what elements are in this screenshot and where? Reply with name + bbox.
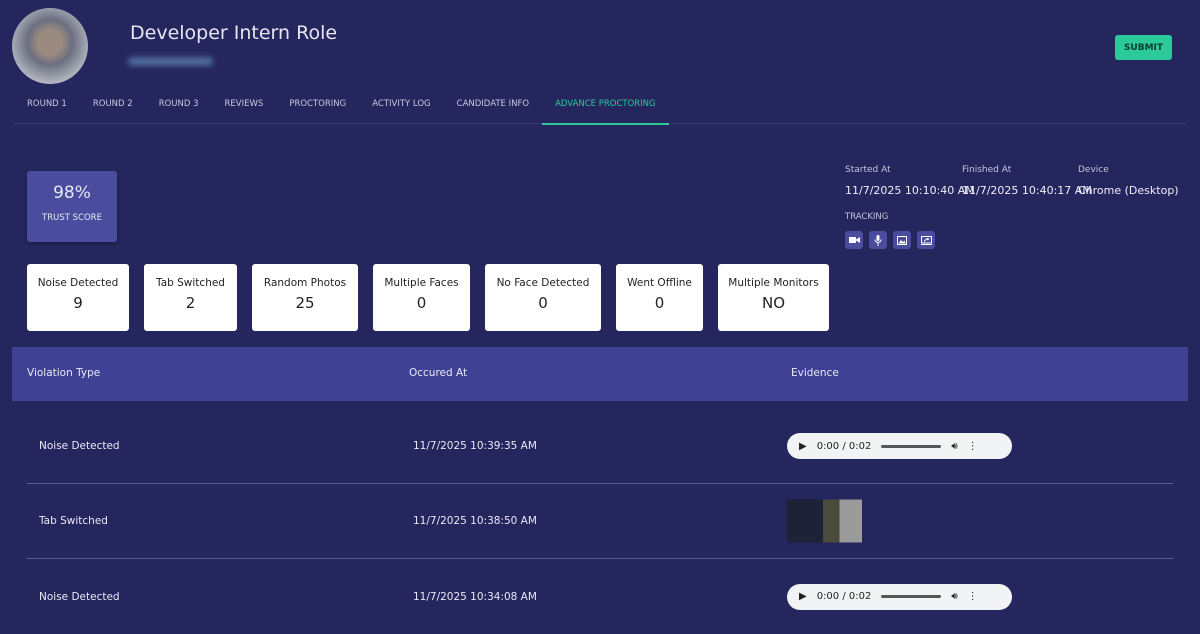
table-header: Violation Type Occured At Evidence	[12, 347, 1188, 401]
screenshot-thumbnail[interactable]	[787, 499, 862, 543]
more-options-icon[interactable]: ⋮	[967, 591, 978, 602]
column-evidence: Evidence	[791, 367, 839, 379]
stat-label: Random Photos	[263, 277, 347, 289]
started-at-label: Started At	[845, 165, 891, 175]
audio-seek-bar[interactable]	[881, 595, 942, 598]
stat-value: 25	[295, 294, 315, 312]
occured-at: 11/7/2025 10:39:35 AM	[413, 440, 537, 452]
microphone-icon	[869, 231, 887, 249]
tab-advance-proctoring[interactable]: ADVANCE PROCTORING	[542, 92, 669, 125]
stat-label: Noise Detected	[37, 277, 119, 289]
finished-at-value: 11/7/2025 10:40:17 AM	[962, 184, 1092, 197]
stat-value: 0	[538, 294, 548, 312]
column-occured-at: Occured At	[409, 367, 468, 379]
tab-reviews[interactable]: REVIEWS	[224, 99, 264, 109]
device: Device Chrome (Desktop)	[1078, 165, 1179, 197]
screen-share-icon	[917, 231, 935, 249]
table-row: Noise Detected 11/7/2025 10:39:35 AM ▶ 0…	[27, 409, 1173, 484]
audio-time: 0:00 / 0:02	[816, 440, 872, 452]
submit-button[interactable]: SUBMIT	[1115, 35, 1172, 60]
tab-proctoring[interactable]: PROCTORING	[289, 99, 347, 109]
started-at-value: 11/7/2025 10:10:40 AM	[845, 184, 975, 197]
stat-no-face-detected: No Face Detected 0	[485, 264, 601, 331]
stat-noise-detected: Noise Detected 9	[27, 264, 129, 331]
stat-multiple-monitors: Multiple Monitors NO	[718, 264, 829, 331]
occured-at: 11/7/2025 10:34:08 AM	[413, 590, 537, 603]
audio-seek-bar[interactable]	[881, 444, 942, 448]
trust-score-label: TRUST SCORE	[42, 213, 102, 223]
device-value: Chrome (Desktop)	[1078, 184, 1179, 197]
more-options-icon[interactable]: ⋮	[967, 440, 978, 452]
tab-round-3[interactable]: ROUND 3	[158, 99, 199, 109]
candidate-name-blurred	[128, 57, 213, 66]
audio-time: 0:00 / 0:02	[816, 591, 872, 602]
violation-type: Noise Detected	[39, 590, 120, 603]
tab-round-1[interactable]: ROUND 1	[27, 99, 67, 109]
play-icon[interactable]: ▶	[799, 591, 807, 602]
column-violation-type: Violation Type	[27, 367, 101, 379]
tracking-label: TRACKING	[845, 212, 889, 222]
occured-at: 11/7/2025 10:38:50 AM	[413, 515, 537, 527]
stat-went-offline: Went Offline 0	[616, 264, 703, 331]
audio-player[interactable]: ▶ 0:00 / 0:02 🔊︎ ⋮	[787, 583, 1012, 610]
violation-type: Noise Detected	[39, 440, 120, 452]
stat-label: Tab Switched	[156, 277, 225, 289]
volume-icon[interactable]: 🔊︎	[951, 591, 958, 602]
table-row: Tab Switched 11/7/2025 10:38:50 AM	[27, 484, 1173, 559]
started-at: Started At 11/7/2025 10:10:40 AM	[845, 165, 975, 197]
image-icon	[893, 231, 911, 249]
stat-multiple-faces: Multiple Faces 0	[373, 264, 470, 331]
finished-at: Finished At 11/7/2025 10:40:17 AM	[962, 165, 1092, 197]
device-label: Device	[1078, 165, 1109, 175]
stat-value: NO	[761, 294, 786, 312]
play-icon[interactable]: ▶	[799, 440, 807, 452]
audio-player[interactable]: ▶ 0:00 / 0:02 🔊︎ ⋮	[787, 433, 1012, 459]
stat-value: 9	[73, 294, 83, 312]
stat-label: Multiple Faces	[384, 277, 459, 289]
tab-bar: ROUND 1 ROUND 2 ROUND 3 REVIEWS PROCTORI…	[14, 92, 1186, 125]
tab-activity-log[interactable]: ACTIVITY LOG	[372, 99, 431, 109]
trust-score-card: 98% TRUST SCORE	[27, 171, 117, 242]
finished-at-label: Finished At	[962, 165, 1012, 175]
stat-cards: Noise Detected 9 Tab Switched 2 Random Pho…	[27, 264, 829, 331]
video-camera-icon	[845, 231, 863, 249]
tab-candidate-info[interactable]: CANDIDATE INFO	[456, 99, 530, 109]
trust-score-value: 98%	[53, 183, 91, 203]
stat-label: No Face Detected	[496, 277, 590, 289]
stat-label: Went Offline	[627, 277, 692, 289]
page-title: Developer Intern Role	[130, 22, 338, 44]
violation-type: Tab Switched	[39, 515, 108, 527]
stat-label: Multiple Monitors	[728, 277, 819, 289]
stat-tab-switched: Tab Switched 2	[144, 264, 237, 331]
volume-icon[interactable]: 🔊︎	[951, 440, 958, 452]
tab-round-2[interactable]: ROUND 2	[92, 99, 133, 109]
table-row: Noise Detected 11/7/2025 10:34:08 AM ▶ 0…	[27, 559, 1173, 634]
stat-random-photos: Random Photos 25	[252, 264, 358, 331]
stat-value: 0	[416, 294, 427, 312]
stat-value: 2	[185, 294, 196, 312]
stat-value: 0	[654, 294, 665, 312]
candidate-avatar	[12, 8, 88, 84]
